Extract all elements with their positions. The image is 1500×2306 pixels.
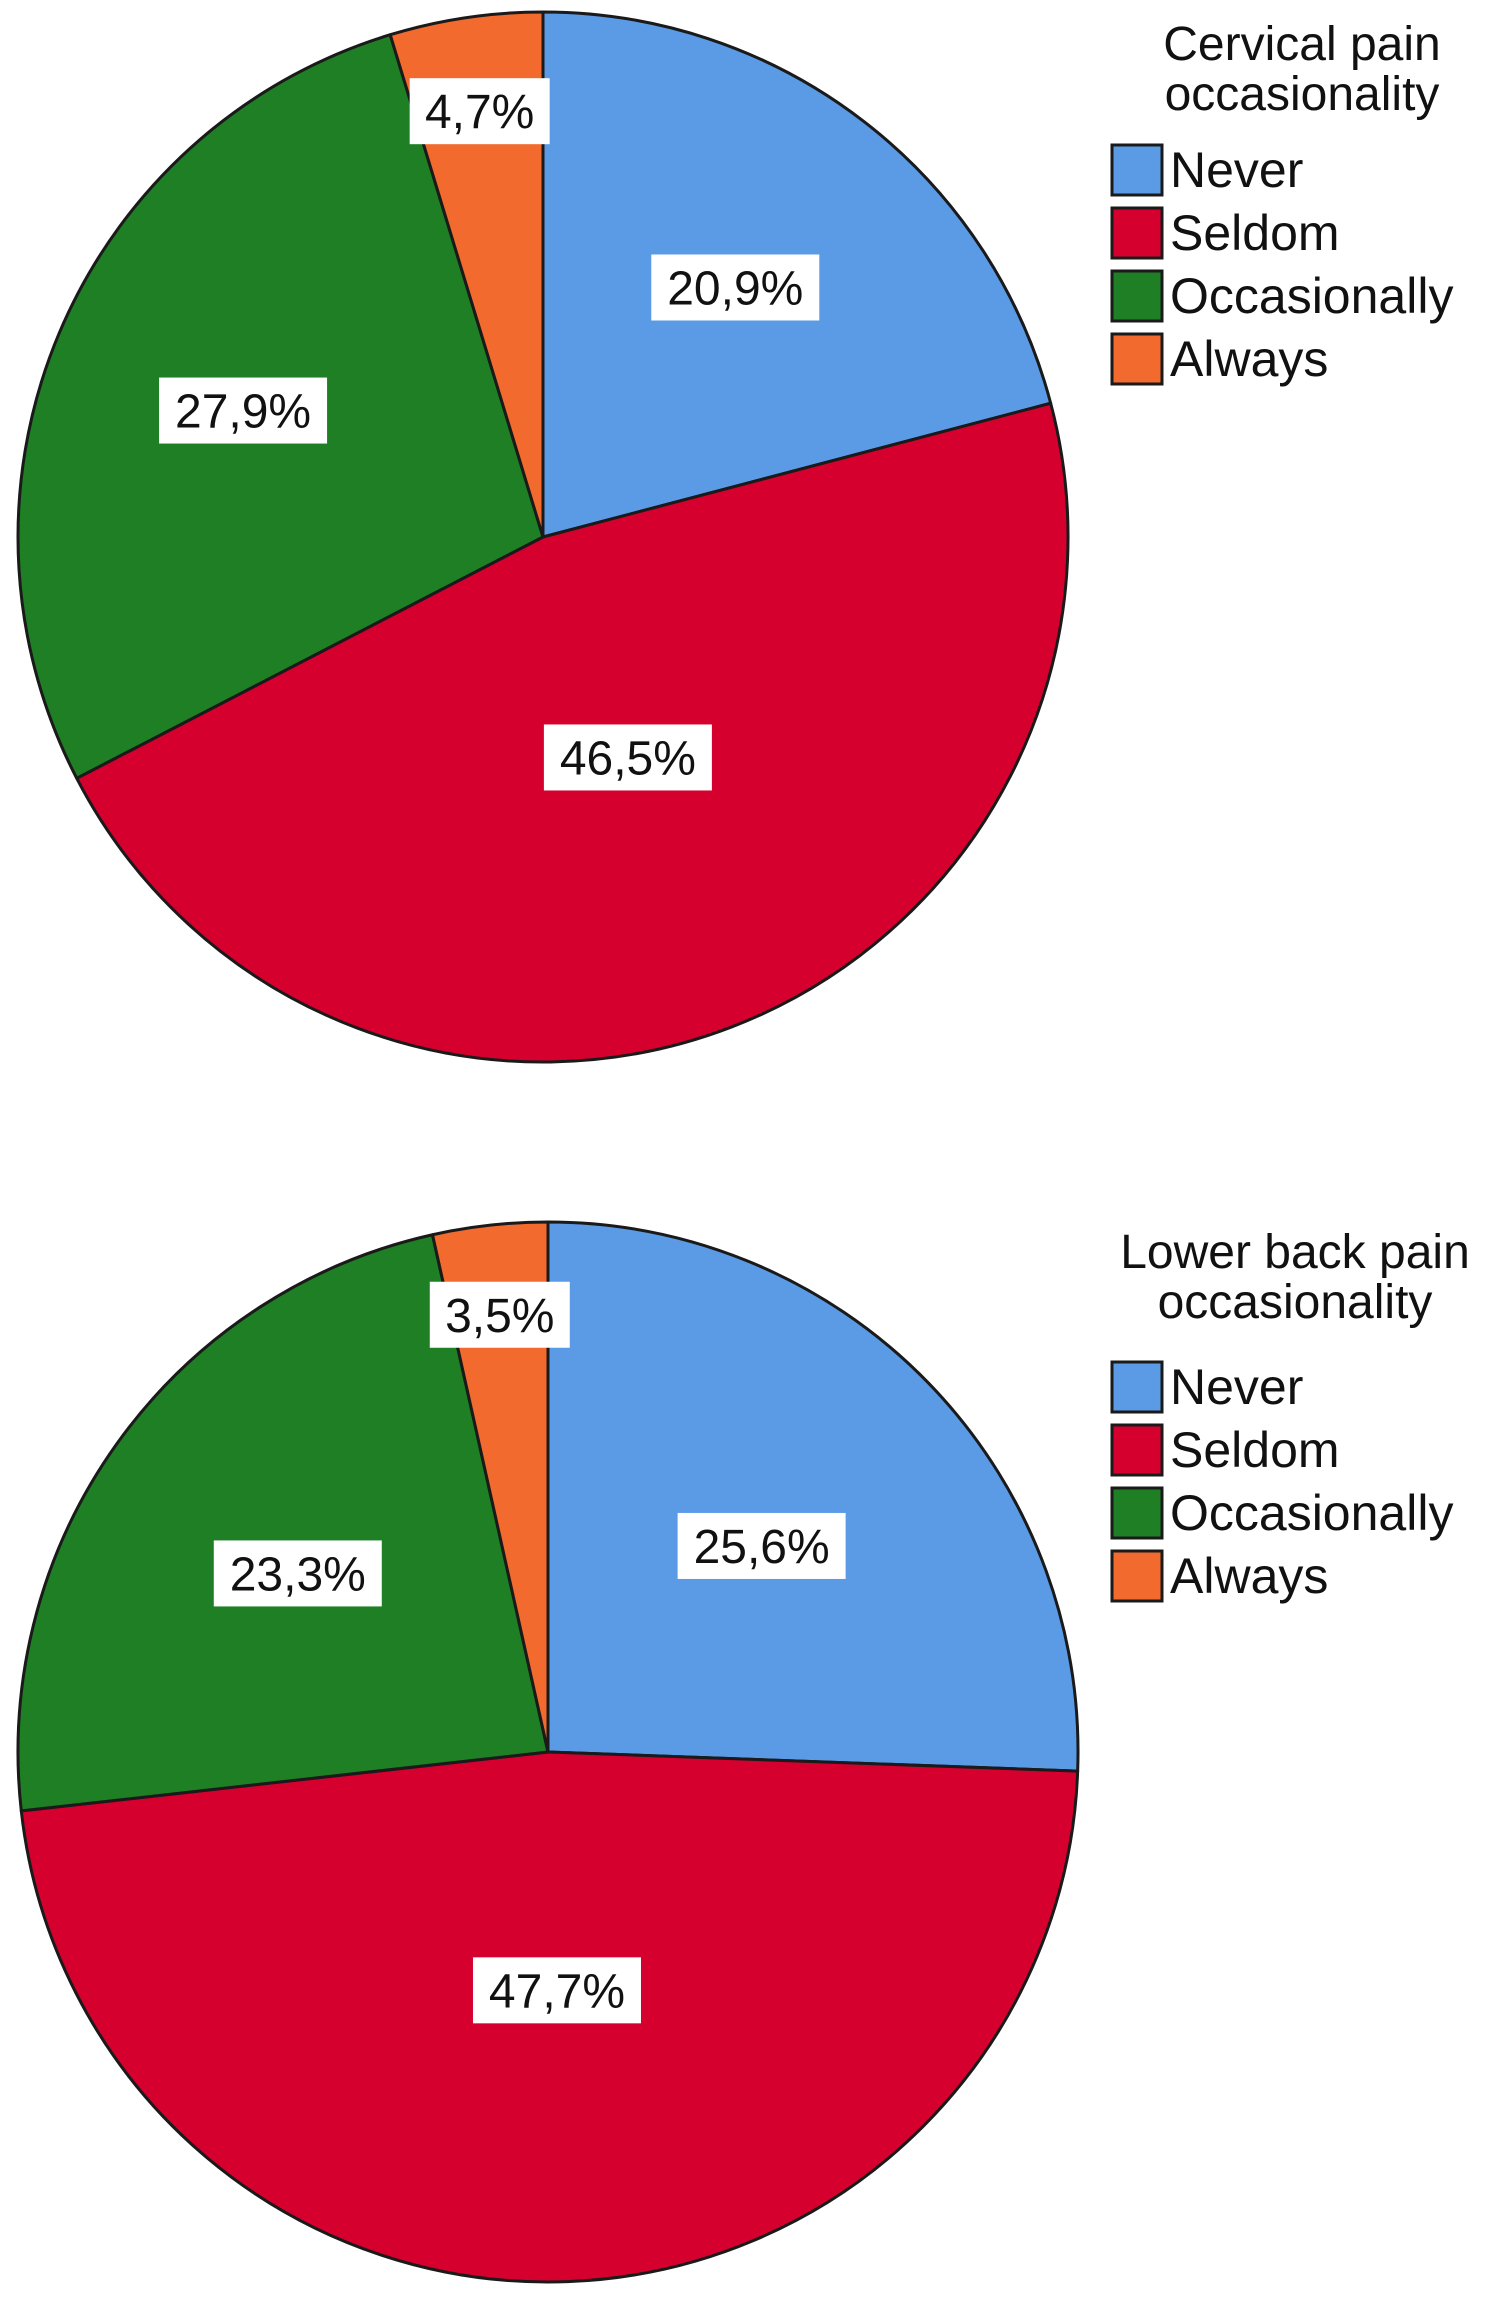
legend-label: Seldom <box>1170 205 1340 261</box>
pie-chart-2: 25,6% 47,7% 23,3% 3,5% <box>16 1220 1080 2284</box>
data-label-never: 25,6% <box>677 1512 846 1579</box>
data-label-box <box>651 254 820 321</box>
legend-swatch <box>1110 206 1164 260</box>
legend-label: Always <box>1170 331 1328 387</box>
data-label-occasionally: 27,9% <box>159 377 328 444</box>
data-label-text: 3,5% <box>445 1290 554 1343</box>
data-label-box <box>543 724 712 791</box>
pie-slice-always <box>430 1220 550 1754</box>
legend-label: Seldom <box>1170 1422 1340 1478</box>
pie-slice-never <box>546 1220 1080 1773</box>
data-label-always: 3,5% <box>429 1281 570 1348</box>
legend-item-never: Never <box>1110 142 1303 198</box>
data-label-text: 47,7% <box>489 1965 625 2018</box>
legend-title-line: occasionality <box>1158 1276 1433 1329</box>
data-label-always: 4,7% <box>409 78 550 145</box>
pie-slice-occasionally <box>16 1233 550 1813</box>
legend-item-always: Always <box>1110 1548 1328 1604</box>
data-label-never: 20,9% <box>651 254 820 321</box>
legend-item-seldom: Seldom <box>1110 205 1340 261</box>
legend-swatch <box>1110 143 1164 197</box>
data-label-text: 23,3% <box>230 1548 366 1601</box>
legend-label: Occasionally <box>1170 1485 1453 1541</box>
pie-chart-1: 20,9% 46,5% 27,9% 4,7% <box>16 10 1070 1064</box>
legend-item-always: Always <box>1110 331 1328 387</box>
data-label-text: 46,5% <box>560 732 696 785</box>
data-label-text: 25,6% <box>694 1521 830 1574</box>
legend-swatch <box>1110 1549 1164 1603</box>
data-label-text: 27,9% <box>175 386 311 439</box>
data-label-box <box>677 1512 846 1579</box>
legend-item-occasionally: Occasionally <box>1110 1485 1453 1541</box>
legend-swatch <box>1110 1486 1164 1540</box>
data-label-box <box>409 78 550 145</box>
data-label-box <box>159 377 328 444</box>
legend-label: Never <box>1170 142 1303 198</box>
legend-swatch <box>1110 1423 1164 1477</box>
data-label-seldom: 47,7% <box>472 1957 641 2024</box>
legend-title-line: occasionality <box>1165 68 1440 121</box>
data-label-text: 4,7% <box>425 86 534 139</box>
legend-title-line: Lower back pain <box>1120 1226 1470 1279</box>
data-label-occasionally: 23,3% <box>213 1540 382 1607</box>
data-label-seldom: 46,5% <box>543 724 712 791</box>
legend-swatch <box>1110 269 1164 323</box>
data-label-box <box>429 1281 570 1348</box>
legend-label: Occasionally <box>1170 268 1453 324</box>
data-label-box <box>213 1540 382 1607</box>
legend-item-seldom: Seldom <box>1110 1422 1340 1478</box>
legend-label: Always <box>1170 1548 1328 1604</box>
data-label-text: 20,9% <box>667 262 803 315</box>
legend-swatch <box>1110 332 1164 386</box>
legend-swatch <box>1110 1360 1164 1414</box>
data-label-box <box>472 1957 641 2024</box>
legend-title-line: Cervical pain <box>1163 18 1440 71</box>
legend-item-occasionally: Occasionally <box>1110 268 1453 324</box>
legend-item-never: Never <box>1110 1359 1303 1415</box>
legend-label: Never <box>1170 1359 1303 1415</box>
